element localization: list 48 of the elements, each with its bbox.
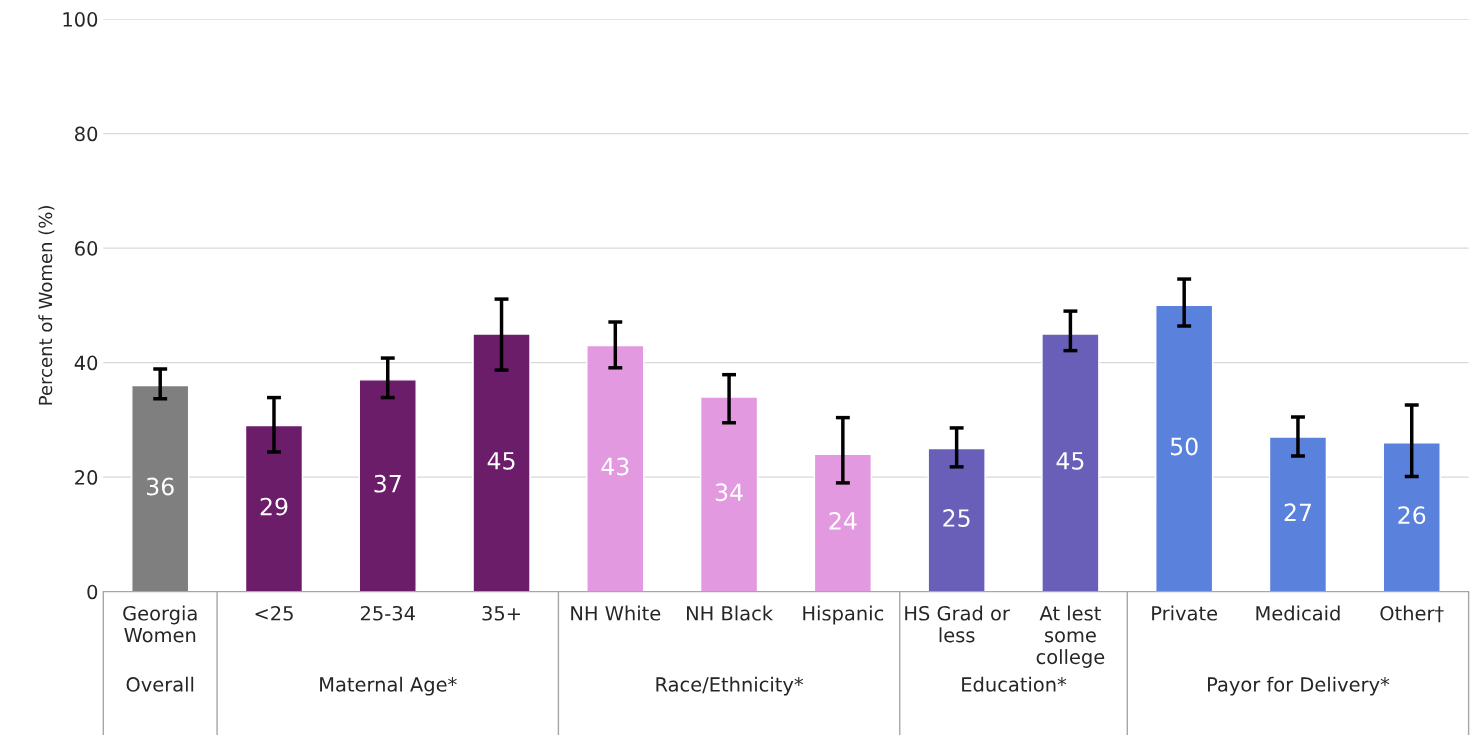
text: Payor for Delivery* (1208, 676, 1390, 696)
data-label: 26 (1398, 506, 1426, 525)
bar (1268, 436, 1328, 592)
data-label: 27 (1284, 503, 1311, 521)
x-tick-label: Other† (1380, 605, 1444, 623)
x-tick-label: NH Black (687, 605, 773, 621)
x-tick-label: Private (1152, 605, 1218, 621)
bar (1382, 442, 1441, 592)
x-tick-label: 25-34 (360, 605, 415, 621)
y-axis-title: Percent of Women (%) (38, 206, 55, 405)
bar (472, 333, 531, 592)
bar (813, 453, 872, 592)
data-label: 25 (943, 509, 970, 527)
y-tick-label: 20 (75, 470, 98, 485)
data-label: 36 (146, 477, 174, 496)
text: Race/Ethnicity* (656, 676, 804, 696)
bar (927, 447, 986, 592)
data-label: 50 (1170, 437, 1198, 456)
x-tick-label: <25 (255, 605, 293, 621)
data-label: 45 (1056, 452, 1084, 470)
y-tick-label: 0 (87, 584, 98, 600)
bar (131, 384, 190, 592)
bar (1155, 304, 1214, 592)
data-label: 43 (601, 457, 629, 476)
text: Education* (962, 676, 1067, 692)
data-label: 34 (715, 483, 743, 502)
bar (586, 344, 645, 592)
x-tick-label: Medicaid (1256, 605, 1340, 621)
x-tick-label: Hispanic (803, 605, 884, 625)
data-label: 37 (374, 474, 401, 493)
x-tick-label: NH White (571, 605, 661, 621)
bar (358, 379, 417, 592)
x-tick-label: 35+ (482, 605, 520, 621)
y-tick-label: 60 (75, 241, 98, 256)
data-label: 29 (260, 497, 288, 516)
data-label: 45 (487, 452, 515, 470)
y-tick-label: 100 (63, 12, 98, 27)
x-tick-label: Georgia Women (123, 605, 197, 643)
text: Overall (126, 676, 194, 692)
data-label: 24 (829, 511, 857, 530)
x-tick-label: At lest some college (1036, 605, 1105, 668)
x-tick-label: HS Grad or less (905, 605, 1010, 643)
text: Maternal Age* (320, 676, 457, 696)
bar (244, 424, 304, 592)
bar (1041, 333, 1100, 592)
y-tick-label: 80 (75, 126, 98, 142)
bar (699, 396, 759, 592)
y-tick-label: 40 (74, 355, 98, 371)
